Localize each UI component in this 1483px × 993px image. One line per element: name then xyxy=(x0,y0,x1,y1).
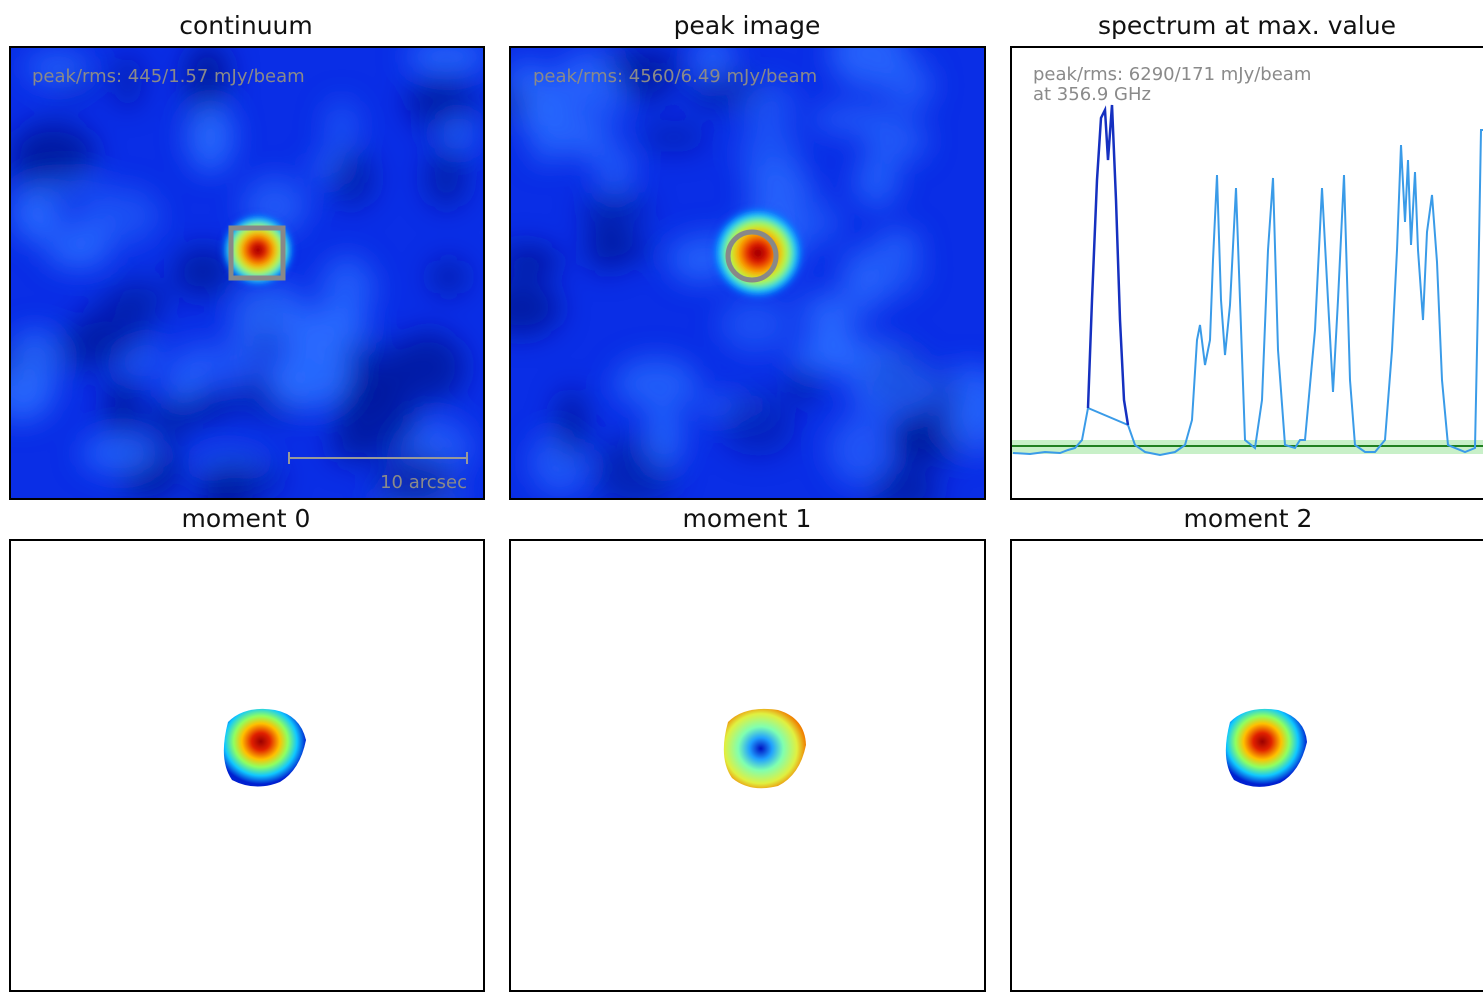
figure: continuum peak image spectrum at max. va… xyxy=(0,0,1483,993)
noise-blob xyxy=(719,296,791,354)
noise-blob xyxy=(738,80,797,129)
noise-blob xyxy=(509,248,562,277)
noise-blob xyxy=(22,174,107,198)
noise-blob xyxy=(105,373,141,443)
panel-title: moment 2 xyxy=(1184,504,1313,533)
spectrum xyxy=(1011,105,1483,455)
panel-title: moment 0 xyxy=(182,504,311,533)
noise-blob xyxy=(272,366,310,407)
noise-blob xyxy=(425,148,468,208)
noise-blob xyxy=(186,100,235,173)
noise-blob xyxy=(166,367,198,406)
noise-blob xyxy=(21,222,70,246)
moment-map xyxy=(1226,709,1307,787)
noise-blob xyxy=(640,122,708,152)
annotation: peak/rms: 6290/171 mJy/beam xyxy=(1033,64,1311,85)
noise-blob xyxy=(941,403,1012,455)
noise-blob xyxy=(644,404,684,470)
panel-title: spectrum at max. value xyxy=(1098,11,1396,40)
noise-blob xyxy=(231,283,308,342)
panel-title: peak image xyxy=(674,11,821,40)
noise-blob xyxy=(8,327,62,391)
noise-blob xyxy=(825,338,907,371)
noise-blob xyxy=(871,468,940,512)
annotation: peak/rms: 445/1.57 mJy/beam xyxy=(32,66,305,87)
spectrum-line xyxy=(1013,130,1483,455)
panel-title: continuum xyxy=(179,11,313,40)
noise-blob xyxy=(854,154,899,209)
noise-blob xyxy=(556,389,587,459)
scale-label: 10 arcsec xyxy=(380,472,467,493)
noise-blob xyxy=(331,150,375,207)
moment-map xyxy=(224,709,306,787)
noise-blob xyxy=(739,124,801,187)
page: continuum peak image spectrum at max. va… xyxy=(0,0,1483,993)
noise-blob xyxy=(82,295,150,360)
peak-image xyxy=(482,19,1013,513)
noise-blob xyxy=(538,91,579,157)
noise-blob xyxy=(829,19,909,89)
noise-blob xyxy=(811,103,894,135)
noise-blob xyxy=(613,357,699,410)
noise-blob xyxy=(581,192,650,228)
noise-blob xyxy=(80,433,159,474)
noise-blob xyxy=(878,230,921,257)
noise-blob xyxy=(197,459,286,501)
annotation: peak/rms: 4560/6.49 mJy/beam xyxy=(533,66,817,87)
noise-blob xyxy=(596,139,634,201)
moment-map xyxy=(724,709,806,788)
noise-blob xyxy=(319,255,376,323)
noise-blob xyxy=(323,99,360,154)
panel-title: moment 1 xyxy=(683,504,812,533)
annotation: at 356.9 GHz xyxy=(1033,84,1151,105)
noise-blob xyxy=(722,393,794,457)
panel-frame xyxy=(1011,47,1483,499)
noise-blob xyxy=(391,331,465,403)
noise-blob xyxy=(439,117,477,151)
noise-blob xyxy=(430,260,467,295)
noise-blob xyxy=(482,280,561,335)
continuum-image xyxy=(0,40,489,527)
noise-blob xyxy=(597,236,653,262)
spectrum-peak xyxy=(1088,105,1128,425)
source xyxy=(710,205,806,301)
noise-blob xyxy=(405,40,489,73)
